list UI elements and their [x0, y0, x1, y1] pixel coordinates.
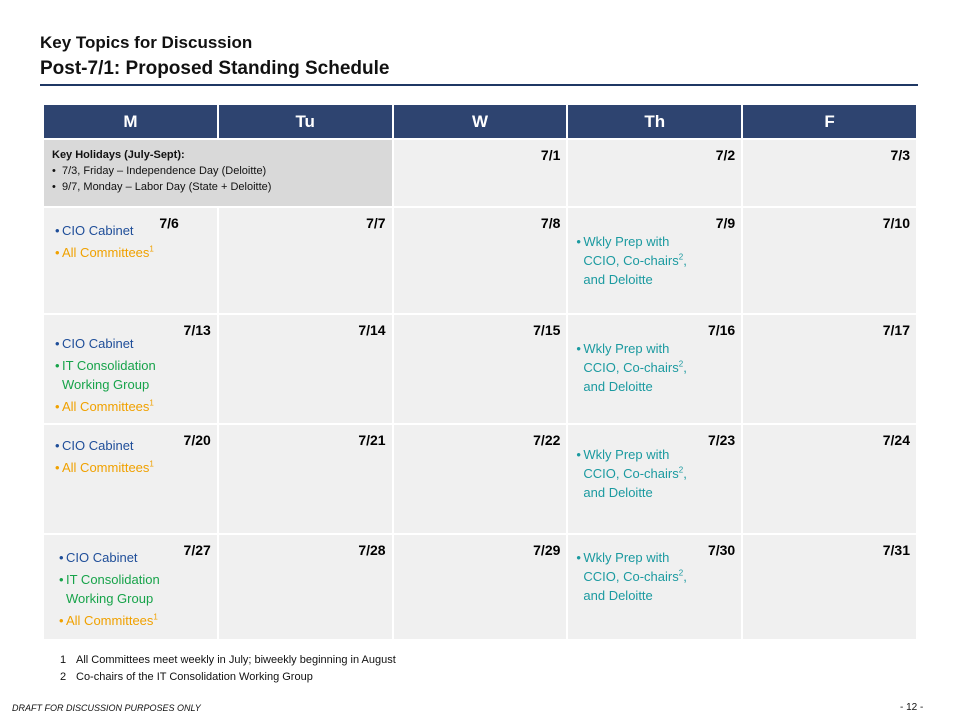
date-label: 7/2 [715, 147, 736, 163]
date-label: 7/9 [715, 215, 736, 231]
day-cell: 7/15 [393, 315, 567, 423]
day-cell: 7/28 [218, 535, 392, 639]
week-row-4: 7/27 CIO Cabinet IT ConsolidationWorking… [44, 535, 916, 639]
day-header-tuesday: Tu [218, 105, 392, 138]
cio-cabinet-item: CIO Cabinet [59, 548, 160, 567]
cio-cabinet-item: CIO Cabinet [55, 334, 156, 353]
holidays-title: Key Holidays (July-Sept): [52, 149, 185, 161]
cio-cabinet-item: CIO Cabinet [55, 221, 154, 240]
date-label: 7/13 [183, 322, 211, 338]
date-label: 7/28 [358, 542, 386, 558]
date-label: 7/24 [882, 432, 910, 448]
all-committees-item: All Committees1 [55, 243, 154, 262]
day-cell: 7/29 [393, 535, 567, 639]
all-committees-item: All Committees1 [55, 397, 156, 416]
footnote-2: 2 Co-chairs of the IT Consolidation Worki… [60, 671, 313, 683]
date-label: 7/17 [882, 322, 910, 338]
week-row-1: 7/6 CIO Cabinet All Committees1 7/7 7/8 … [44, 208, 916, 313]
date-label: 7/16 [707, 322, 736, 338]
week-row-0: Key Holidays (July-Sept): 7/3, Friday – … [44, 140, 916, 206]
date-label: 7/10 [882, 215, 910, 231]
day-header-thursday: Th [568, 105, 742, 138]
day-cell: 7/6 CIO Cabinet All Committees1 [44, 208, 217, 313]
date-label: 7/6 [159, 215, 179, 231]
page-subtitle: Key Topics for Discussion [40, 33, 253, 52]
title-underline [40, 84, 918, 86]
week-row-3: 7/20 CIO Cabinet All Committees1 7/21 7/… [44, 425, 916, 533]
day-cell: 7/14 [218, 315, 392, 423]
footnote-1: 1 All Committees meet weekly in July; biw… [60, 654, 396, 666]
day-header-friday: F [743, 105, 916, 138]
day-cell: 7/7 [218, 208, 392, 313]
date-label: 7/31 [882, 542, 910, 558]
date-label: 7/23 [707, 432, 736, 448]
date-label: 7/7 [366, 215, 386, 231]
day-header-monday: M [44, 105, 217, 138]
day-cell: 7/3 [743, 140, 916, 206]
date-label: 7/22 [533, 432, 561, 448]
all-committees-item: All Committees1 [55, 458, 154, 477]
page-title: Post-7/1: Proposed Standing Schedule [40, 58, 390, 79]
day-cell: 7/22 [393, 425, 567, 533]
date-label: 7/8 [540, 215, 561, 231]
day-cell: 7/31 [743, 535, 916, 639]
date-label: 7/15 [533, 322, 561, 338]
day-cell: 7/21 [218, 425, 392, 533]
week-row-2: 7/13 CIO Cabinet IT ConsolidationWorking… [44, 315, 916, 423]
date-label: 7/29 [533, 542, 561, 558]
date-label: 7/1 [540, 147, 561, 163]
date-label: 7/20 [183, 432, 211, 448]
day-cell: 7/24 [743, 425, 916, 533]
day-cell: 7/17 [743, 315, 916, 423]
day-cell: 7/1 [393, 140, 567, 206]
date-label: 7/30 [707, 542, 736, 558]
day-cell: 7/10 [743, 208, 916, 313]
all-committees-item: All Committees1 [59, 611, 160, 630]
date-label: 7/3 [890, 147, 910, 163]
schedule-table: M Tu W Th F Key Holidays (July-Sept): 7/… [42, 103, 918, 641]
draft-notice: DRAFT FOR DISCUSSION PURPOSES ONLY [12, 703, 201, 713]
page-number: - 12 - [900, 702, 924, 713]
day-header-wednesday: W [393, 105, 567, 138]
date-label: 7/14 [358, 322, 386, 338]
holiday-item: 7/3, Friday – Independence Day (Deloitte… [52, 163, 384, 179]
day-cell: 7/13 CIO Cabinet IT ConsolidationWorking… [44, 315, 217, 423]
day-cell: 7/20 CIO Cabinet All Committees1 [44, 425, 217, 533]
day-cell: 7/8 [393, 208, 567, 313]
day-cell: 7/2 [568, 140, 742, 206]
day-header-row: M Tu W Th F [44, 105, 916, 138]
holidays-cell: Key Holidays (July-Sept): 7/3, Friday – … [44, 140, 392, 206]
date-label: 7/21 [358, 432, 386, 448]
cio-cabinet-item: CIO Cabinet [55, 436, 154, 455]
date-label: 7/27 [183, 542, 211, 558]
day-cell: 7/27 CIO Cabinet IT ConsolidationWorking… [44, 535, 217, 639]
holiday-item: 9/7, Monday – Labor Day (State + Deloitt… [52, 179, 384, 195]
